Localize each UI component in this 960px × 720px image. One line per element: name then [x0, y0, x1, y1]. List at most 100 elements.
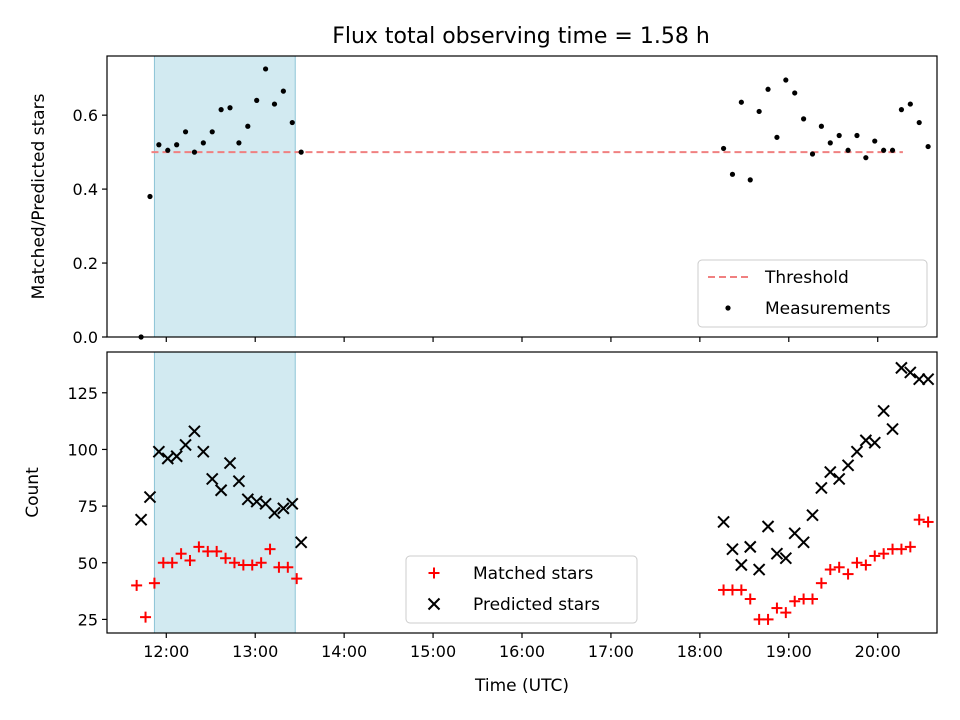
predicted-star-point — [726, 542, 739, 556]
legend-x-marker — [427, 597, 441, 611]
measurement-point — [756, 108, 762, 115]
measurement-point — [280, 88, 286, 94]
matched-star-point — [842, 568, 854, 580]
matched-star-point — [291, 573, 303, 585]
measurement-point — [147, 193, 153, 200]
predicted-star-point — [206, 472, 219, 486]
matched-star-point — [780, 607, 792, 619]
predicted-star-point — [188, 425, 201, 438]
predicted-star-point — [895, 361, 908, 375]
measurement-point — [854, 132, 860, 139]
predicted-star-point — [197, 445, 210, 458]
measurement-point — [872, 138, 878, 144]
matched-star-point — [255, 557, 267, 569]
matched-star-point — [762, 613, 774, 625]
matched-star-point — [184, 554, 196, 566]
measurement-point — [729, 171, 736, 177]
measurement-point — [765, 86, 771, 92]
matched-star-point — [807, 593, 818, 605]
legend-matched-label: Matched stars — [473, 564, 593, 584]
measurement-point — [863, 155, 869, 161]
predicted-star-point — [806, 508, 819, 522]
x-tick-label: 20:00 — [855, 642, 901, 661]
top-y-tick-label: 0.4 — [73, 180, 98, 199]
measurement-point — [271, 101, 278, 107]
predicted-star-point — [161, 452, 174, 465]
measurement-point — [262, 66, 269, 72]
predicted-star-point — [850, 445, 864, 458]
x-tick-label: 15:00 — [410, 642, 456, 661]
matched-star-point — [131, 579, 143, 591]
predicted-star-point — [143, 490, 157, 504]
measurement-point — [916, 119, 922, 126]
x-axis-label: Time (UTC) — [474, 676, 569, 696]
matched-star-point — [744, 593, 756, 605]
measurement-point — [907, 101, 913, 107]
measurement-point — [738, 99, 744, 105]
measurement-point — [254, 97, 260, 103]
bottom-legend-box — [405, 555, 638, 624]
bottom-y-axis-label: Count — [23, 467, 43, 518]
matched-star-point — [833, 561, 845, 573]
measurement-point — [200, 140, 206, 146]
measurement-point — [783, 77, 789, 83]
predicted-star-point — [752, 563, 766, 576]
x-tick-label: 12:00 — [143, 642, 189, 661]
bottom-panel: 25 50 75 100 125 12:00 13:00 14:00 15:00 16:00 17… — [23, 351, 938, 696]
matched-star-point — [789, 595, 801, 607]
predicted-star-point — [268, 506, 281, 520]
measurement-point — [809, 151, 816, 157]
predicted-star-point — [770, 547, 784, 560]
predicted-star-point — [717, 515, 730, 529]
predicted-star-point — [859, 434, 873, 447]
matched-star-point — [193, 541, 205, 553]
x-tick-label: 19:00 — [766, 642, 812, 661]
measurement-point — [747, 177, 753, 183]
predicted-star-point — [241, 493, 255, 506]
predicted-star-point — [841, 459, 855, 472]
x-tick-label: 14:00 — [321, 642, 367, 661]
bottom-highlight-span — [153, 351, 296, 634]
matched-star-point — [913, 514, 925, 526]
matched-star-point — [824, 564, 836, 576]
measurement-point — [792, 90, 798, 96]
measurement-point — [298, 149, 304, 155]
matched-star-point — [166, 557, 178, 569]
predicted-star-point — [815, 481, 828, 495]
matched-star-point — [264, 543, 276, 555]
top-y-tick-label: 0.2 — [73, 254, 98, 273]
measurement-point — [245, 123, 251, 129]
legend-predicted-label: Predicted stars — [473, 595, 600, 615]
predicted-star-point — [868, 436, 881, 449]
matched-star-point — [904, 541, 916, 553]
predicted-star-point — [824, 465, 837, 479]
measurement-point — [881, 147, 887, 153]
predicted-star-point — [214, 484, 228, 497]
matched-star-point — [735, 584, 747, 596]
matched-star-point — [175, 548, 187, 560]
x-tick-label: 18:00 — [677, 642, 723, 661]
predicted-star-point — [170, 450, 183, 463]
measurement-point — [925, 143, 931, 150]
predicted-star-point — [152, 445, 166, 458]
predicted-star-point — [797, 536, 810, 549]
predicted-star-point — [921, 372, 935, 386]
matched-star-point — [211, 545, 223, 557]
legend-plus-marker — [428, 567, 440, 579]
matched-star-point — [282, 561, 294, 573]
legend-measurements-label: Measurements — [765, 299, 891, 319]
predicted-star-point — [134, 513, 148, 526]
predicted-star-point — [832, 472, 846, 486]
bottom-y-tick-label: 25 — [78, 610, 98, 629]
matched-star-point — [228, 557, 240, 569]
measurement-point — [227, 105, 233, 111]
predicted-star-point — [877, 404, 890, 418]
measurement-point — [156, 142, 162, 148]
measurement-point — [165, 147, 171, 153]
measurement-point — [801, 116, 807, 122]
measurement-point — [818, 123, 824, 129]
predicted-star-point — [179, 438, 192, 452]
bottom-y-tick-label: 100 — [67, 440, 98, 459]
measurement-point — [182, 129, 189, 135]
